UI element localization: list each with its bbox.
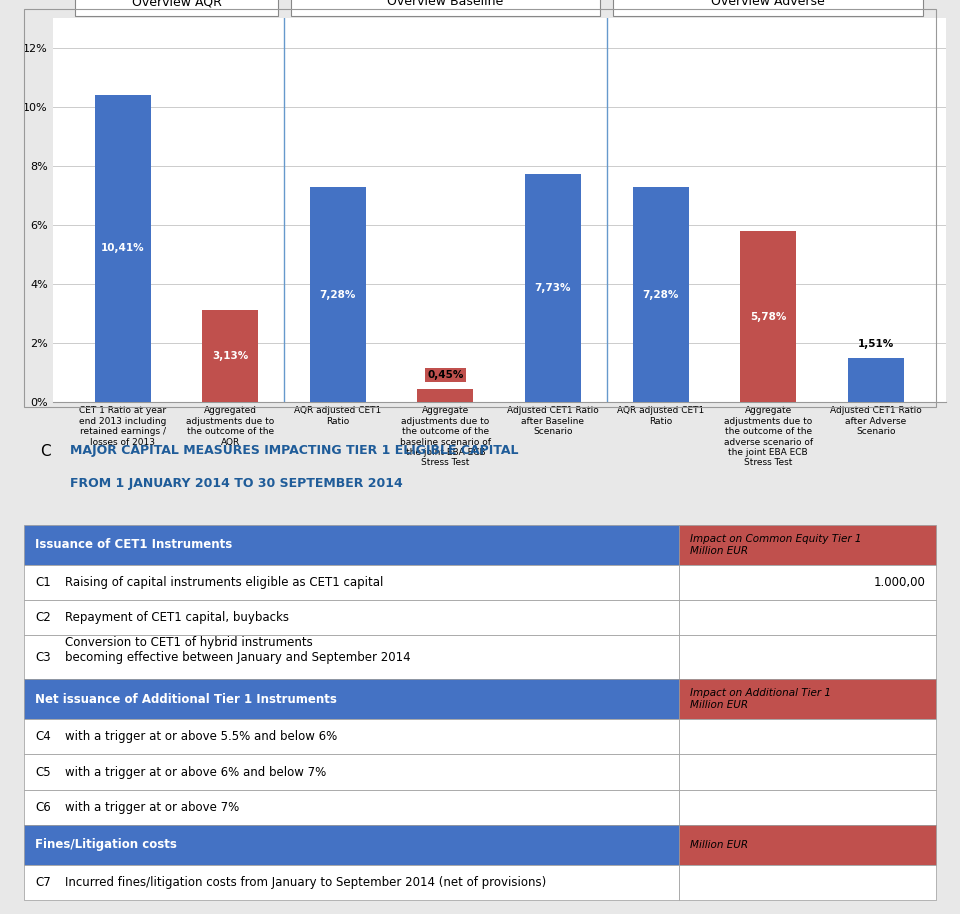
Text: Impact on Additional Tier 1
Million EUR: Impact on Additional Tier 1 Million EUR: [689, 688, 830, 710]
Text: C3: C3: [35, 651, 51, 664]
Text: Overview AQR: Overview AQR: [132, 0, 222, 8]
Text: FROM 1 JANUARY 2014 TO 30 SEPTEMBER 2014: FROM 1 JANUARY 2014 TO 30 SEPTEMBER 2014: [69, 477, 402, 490]
Text: Issuance of CET1 Instruments: Issuance of CET1 Instruments: [35, 538, 232, 551]
Bar: [525, 174, 581, 402]
FancyBboxPatch shape: [679, 865, 936, 900]
Text: with a trigger at or above 6% and below 7%: with a trigger at or above 6% and below …: [65, 766, 326, 779]
Text: MAJOR CAPITAL MEASURES IMPACTING TIER 1 ELIGIBLE CAPITAL: MAJOR CAPITAL MEASURES IMPACTING TIER 1 …: [69, 444, 518, 457]
FancyBboxPatch shape: [679, 600, 936, 635]
Text: Overview Adverse: Overview Adverse: [711, 0, 825, 8]
FancyBboxPatch shape: [24, 565, 679, 600]
Bar: [740, 231, 796, 402]
Bar: [203, 310, 258, 402]
Text: 3,13%: 3,13%: [212, 351, 249, 361]
Text: C4: C4: [35, 730, 51, 743]
Text: 0,45%: 0,45%: [427, 370, 464, 380]
Text: Impact on Common Equity Tier 1
Million EUR: Impact on Common Equity Tier 1 Million E…: [689, 534, 861, 556]
FancyBboxPatch shape: [24, 824, 679, 865]
Text: Fines/Litigation costs: Fines/Litigation costs: [35, 838, 177, 851]
FancyBboxPatch shape: [679, 525, 936, 565]
FancyBboxPatch shape: [24, 865, 679, 900]
Text: with a trigger at or above 7%: with a trigger at or above 7%: [65, 801, 239, 813]
Text: C2: C2: [35, 611, 51, 624]
FancyBboxPatch shape: [679, 790, 936, 824]
Text: C1: C1: [35, 576, 51, 589]
Text: 1,51%: 1,51%: [857, 339, 894, 349]
Text: 5,78%: 5,78%: [750, 312, 786, 322]
Bar: [310, 187, 366, 402]
FancyBboxPatch shape: [679, 679, 936, 719]
FancyBboxPatch shape: [24, 790, 679, 824]
FancyBboxPatch shape: [679, 824, 936, 865]
Bar: [633, 187, 688, 402]
FancyBboxPatch shape: [679, 635, 936, 679]
FancyBboxPatch shape: [76, 0, 277, 16]
Text: Million EUR: Million EUR: [689, 840, 748, 850]
Text: C: C: [40, 444, 51, 459]
Text: 1.000,00: 1.000,00: [874, 576, 925, 589]
Text: with a trigger at or above 5.5% and below 6%: with a trigger at or above 5.5% and belo…: [65, 730, 337, 743]
FancyBboxPatch shape: [24, 754, 679, 790]
Bar: [95, 95, 151, 402]
Text: Net issuance of Additional Tier 1 Instruments: Net issuance of Additional Tier 1 Instru…: [35, 693, 337, 706]
Text: 7,28%: 7,28%: [642, 290, 679, 300]
Text: 7,73%: 7,73%: [535, 283, 571, 293]
Text: Overview Baseline: Overview Baseline: [387, 0, 504, 8]
Bar: [848, 357, 903, 402]
FancyBboxPatch shape: [24, 635, 679, 679]
Text: 10,41%: 10,41%: [101, 243, 145, 253]
Bar: [418, 388, 473, 402]
Text: Conversion to CET1 of hybrid instruments
becoming effective between January and : Conversion to CET1 of hybrid instruments…: [65, 636, 411, 664]
FancyBboxPatch shape: [679, 719, 936, 754]
FancyBboxPatch shape: [24, 525, 679, 565]
FancyBboxPatch shape: [24, 719, 679, 754]
Text: C6: C6: [35, 801, 51, 813]
Text: 7,28%: 7,28%: [320, 290, 356, 300]
FancyBboxPatch shape: [613, 0, 923, 16]
Text: Raising of capital instruments eligible as CET1 capital: Raising of capital instruments eligible …: [65, 576, 383, 589]
FancyBboxPatch shape: [679, 754, 936, 790]
FancyBboxPatch shape: [24, 679, 679, 719]
Text: C5: C5: [35, 766, 51, 779]
FancyBboxPatch shape: [679, 565, 936, 600]
FancyBboxPatch shape: [24, 600, 679, 635]
Text: Incurred fines/litigation costs from January to September 2014 (net of provision: Incurred fines/litigation costs from Jan…: [65, 876, 546, 889]
Text: C7: C7: [35, 876, 51, 889]
Text: Repayment of CET1 capital, buybacks: Repayment of CET1 capital, buybacks: [65, 611, 289, 624]
FancyBboxPatch shape: [291, 0, 600, 16]
